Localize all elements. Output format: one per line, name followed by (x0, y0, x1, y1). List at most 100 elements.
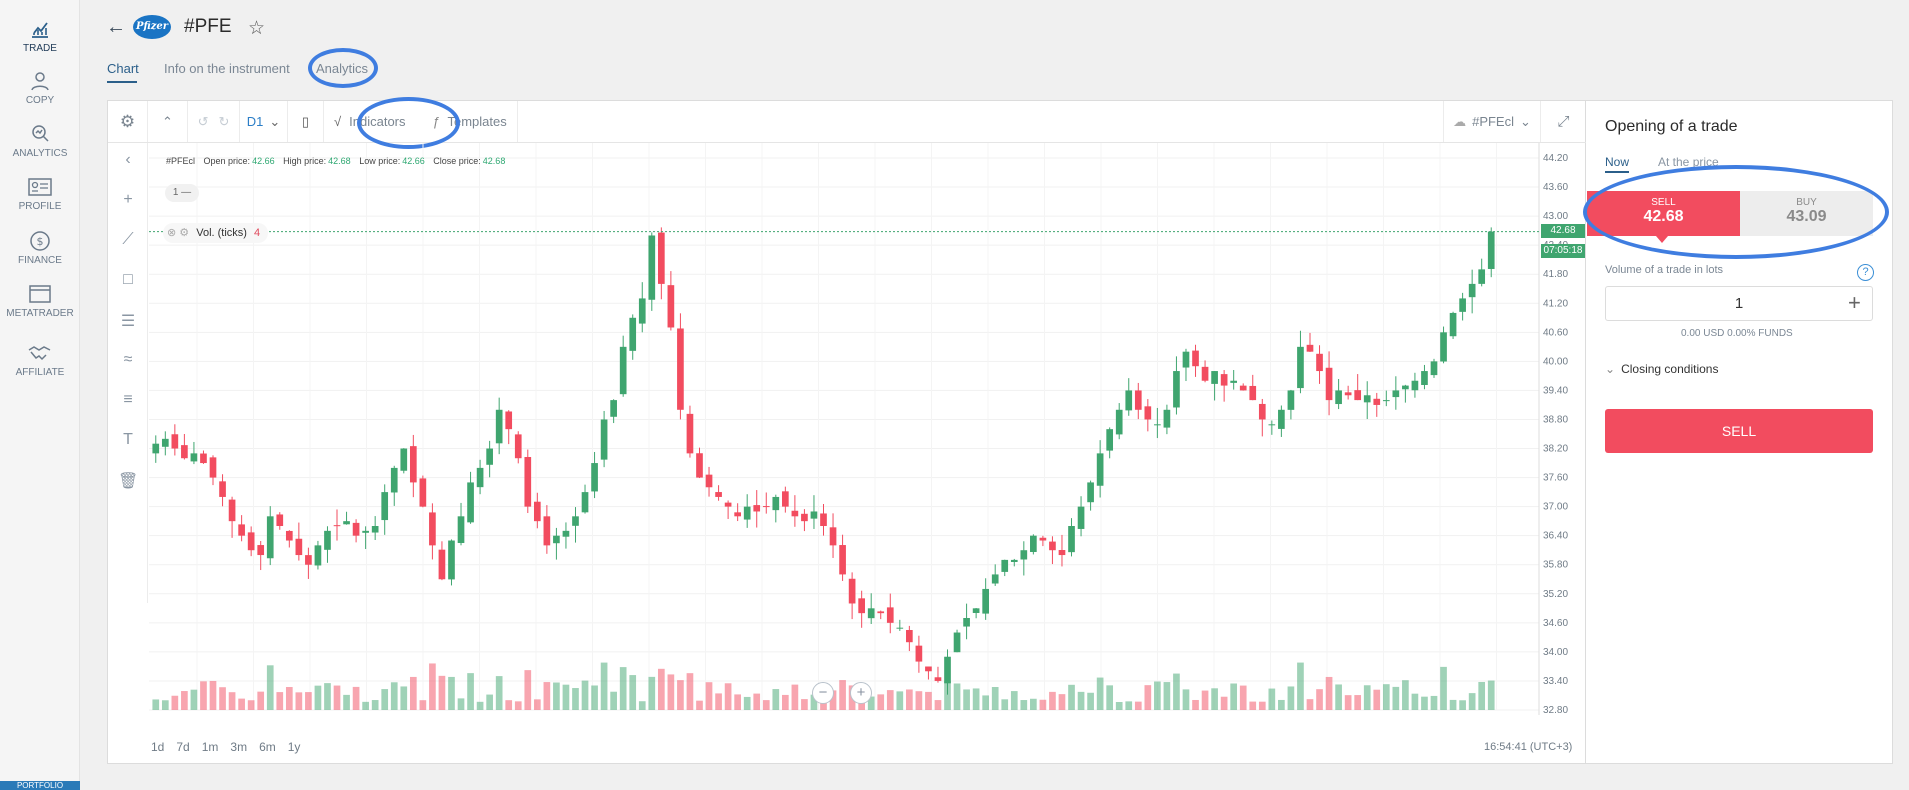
volume-bar (1154, 681, 1161, 710)
chart-settings-button[interactable]: ⚙ (108, 101, 148, 142)
candle-body (1230, 380, 1238, 383)
nav-analytics[interactable]: ANALYTICS (0, 123, 80, 159)
price-axis-label: 43.60 (1543, 182, 1568, 193)
candle-body (1030, 535, 1037, 552)
info-low-label: Low price: (359, 156, 401, 166)
volume-bar (638, 701, 646, 710)
candle-body (686, 413, 694, 454)
rectangle-icon[interactable]: □ (123, 271, 133, 288)
tab-info[interactable]: Info on the instrument (164, 61, 290, 76)
range-1d[interactable]: 1d (151, 740, 165, 754)
chevron-left-icon[interactable]: ‹ (125, 151, 131, 168)
sell-button[interactable]: SELL (1605, 409, 1873, 453)
price-axis-label: 36.40 (1543, 531, 1568, 542)
closing-conditions-toggle[interactable]: ⌄ Closing conditions (1605, 362, 1718, 376)
chart-type-button[interactable]: ▯ (288, 101, 324, 142)
close-icon[interactable]: ⊗ (167, 227, 177, 239)
candle-body (247, 532, 255, 551)
funds-info: 0.00 USD 0.00% FUNDS (1681, 328, 1793, 339)
collapse-button[interactable]: ⌃ (148, 101, 188, 142)
text-tool-icon[interactable]: T (123, 431, 133, 448)
range-6m[interactable]: 6m (259, 740, 276, 754)
volume-bar (533, 699, 541, 710)
fullscreen-button[interactable]: ⤢ (1541, 101, 1586, 142)
candle-body (1249, 385, 1257, 401)
candle-body (1020, 550, 1028, 560)
volume-bar (295, 692, 303, 710)
volume-bar (1068, 684, 1075, 710)
volume-bar (619, 667, 627, 710)
pattern-icon[interactable]: ≈ (123, 351, 133, 368)
candle-body (1173, 371, 1180, 408)
nav-finance[interactable]: $ FINANCE (0, 230, 80, 266)
candle-body (314, 545, 322, 566)
volume-indicator-badge[interactable]: ⊗ ⚙ Vol. (ticks) 4 (163, 223, 269, 243)
range-7d[interactable]: 7d (176, 740, 190, 754)
volume-bar (1411, 693, 1419, 710)
nav-profile[interactable]: PROFILE (0, 176, 80, 212)
trade-title: Opening of a trade (1605, 118, 1738, 135)
candle-body (696, 453, 703, 478)
price-axis-label: 40.00 (1543, 356, 1568, 367)
fibonacci-icon[interactable]: ≡ (123, 391, 133, 408)
range-3m[interactable]: 3m (230, 740, 248, 754)
zoom-in-button[interactable]: + (850, 682, 872, 704)
chart-area[interactable]: 44.2043.6043.0042.4041.8041.2040.6040.00… (149, 143, 1568, 715)
help-icon[interactable]: ? (1857, 264, 1874, 281)
candle-body (982, 588, 990, 614)
candle-body (409, 446, 417, 483)
price-axis-label: 35.20 (1543, 589, 1568, 600)
trendline-icon[interactable]: ⟋ (122, 231, 134, 248)
volume-bar (1134, 701, 1142, 710)
pane-badge[interactable]: 1 — (165, 184, 199, 202)
volume-plus-button[interactable]: + (1848, 290, 1861, 315)
volume-bar (1468, 693, 1476, 710)
gear-icon[interactable]: ⚙ (179, 227, 190, 239)
range-1m[interactable]: 1m (201, 740, 219, 754)
candle-body (276, 514, 284, 526)
tab-chart[interactable]: Chart (107, 61, 139, 76)
nav-affiliate[interactable]: AFFILIATE (0, 342, 80, 378)
candle-body (543, 516, 551, 546)
back-arrow-icon[interactable]: ← (106, 16, 126, 38)
volume-bar (1392, 686, 1400, 710)
volume-bar (1001, 699, 1009, 710)
candle-body (715, 492, 722, 497)
candle-body (1068, 526, 1075, 553)
portfolio-tab[interactable]: PORTFOLIO (0, 781, 80, 790)
volume-bar (1077, 691, 1085, 710)
nav-copy[interactable]: COPY (0, 70, 80, 106)
candle-body (352, 522, 360, 536)
nav-metatrader[interactable]: METATRADER (0, 283, 80, 319)
candle-body (533, 501, 541, 522)
redo-icon[interactable]: ↻ (218, 113, 230, 129)
volume-input[interactable]: 1 (1605, 286, 1873, 321)
volume-bar (505, 700, 513, 710)
volume-bar (476, 701, 484, 710)
undo-icon[interactable]: ↺ (197, 113, 209, 129)
volume-bar (743, 696, 751, 710)
timeframe-select[interactable]: D1 ⌄ (240, 101, 288, 142)
nav-metatrader-label: METATRADER (6, 308, 74, 319)
copy-person-icon (31, 72, 49, 91)
volume-bar (753, 693, 761, 710)
channel-icon[interactable]: ☰ (120, 313, 136, 330)
range-1y[interactable]: 1y (287, 740, 301, 754)
nav-trade[interactable]: TRADE (0, 18, 80, 54)
info-high-value: 42.68 (328, 156, 351, 166)
crosshair-icon[interactable]: + (123, 191, 133, 208)
symbol-select[interactable]: ☁ #PFEcl ⌄ (1443, 101, 1541, 142)
countdown-tag: 07:05:18 (1541, 244, 1585, 258)
tab-now[interactable]: Now (1605, 155, 1630, 173)
trash-icon[interactable]: 🗑 (118, 473, 139, 490)
volume-bar (343, 694, 350, 710)
favorite-star-icon[interactable]: ☆ (248, 18, 266, 39)
candle-body (553, 535, 560, 544)
candle-body (1411, 380, 1419, 391)
zoom-out-button[interactable]: − (812, 682, 834, 704)
volume-bar (1373, 689, 1381, 710)
candle-body (1373, 398, 1381, 405)
info-open-label: Open price: (203, 156, 251, 166)
volume-bar (867, 696, 875, 710)
volume-bar (829, 690, 837, 710)
